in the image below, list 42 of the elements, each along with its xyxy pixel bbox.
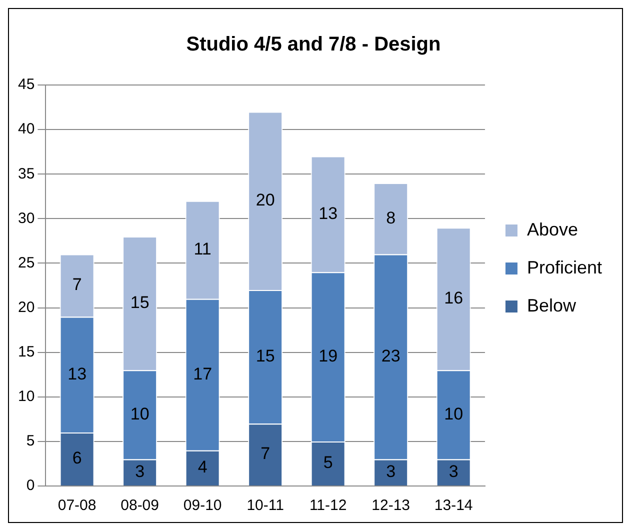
y-tick-label: 10 [18,388,35,406]
legend-label: Below [526,295,577,316]
data-label: 15 [130,293,150,312]
y-tick-label: 15 [18,343,35,360]
x-tick-label: 11-12 [309,497,347,514]
data-label: 13 [318,204,338,223]
data-label: 3 [448,462,458,482]
data-label: 6 [72,448,82,468]
data-label: 5 [323,453,333,472]
y-tick-label: 40 [18,120,35,138]
data-label: 16 [444,288,464,308]
data-label: 23 [381,346,400,366]
data-label: 3 [386,462,396,482]
x-tick-label: 08-09 [120,497,160,514]
data-label: 7 [260,444,270,464]
data-label: 4 [198,458,208,477]
x-tick-label: 12-13 [372,497,410,514]
x-tick-label: 10-11 [246,497,284,514]
y-tick-label: 35 [18,165,35,182]
y-tick-label: 0 [26,477,35,494]
data-label: 8 [386,208,396,228]
data-label: 20 [256,190,275,210]
x-tick-label: 09-10 [183,497,222,514]
y-tick-label: 30 [18,210,35,227]
y-tick-label: 20 [18,298,35,316]
x-tick-label: 13-14 [434,497,473,514]
data-label: 13 [68,364,87,384]
data-label: 19 [318,346,338,366]
y-tick-label: 45 [18,76,35,94]
legend-label: Proficient [526,257,602,278]
y-tick-label: 5 [26,432,35,450]
data-label: 10 [444,404,464,424]
data-label: 7 [72,275,82,294]
data-label: 10 [130,404,150,424]
data-label: 3 [135,462,145,482]
x-tick-label: 07-08 [58,497,96,514]
legend-label: Above [526,219,578,240]
data-label: 17 [193,364,212,384]
data-label: 15 [256,346,275,366]
chart-title: Studio 4/5 and 7/8 - Design [186,34,441,56]
y-tick-label: 25 [18,254,35,272]
data-label: 11 [194,240,212,259]
